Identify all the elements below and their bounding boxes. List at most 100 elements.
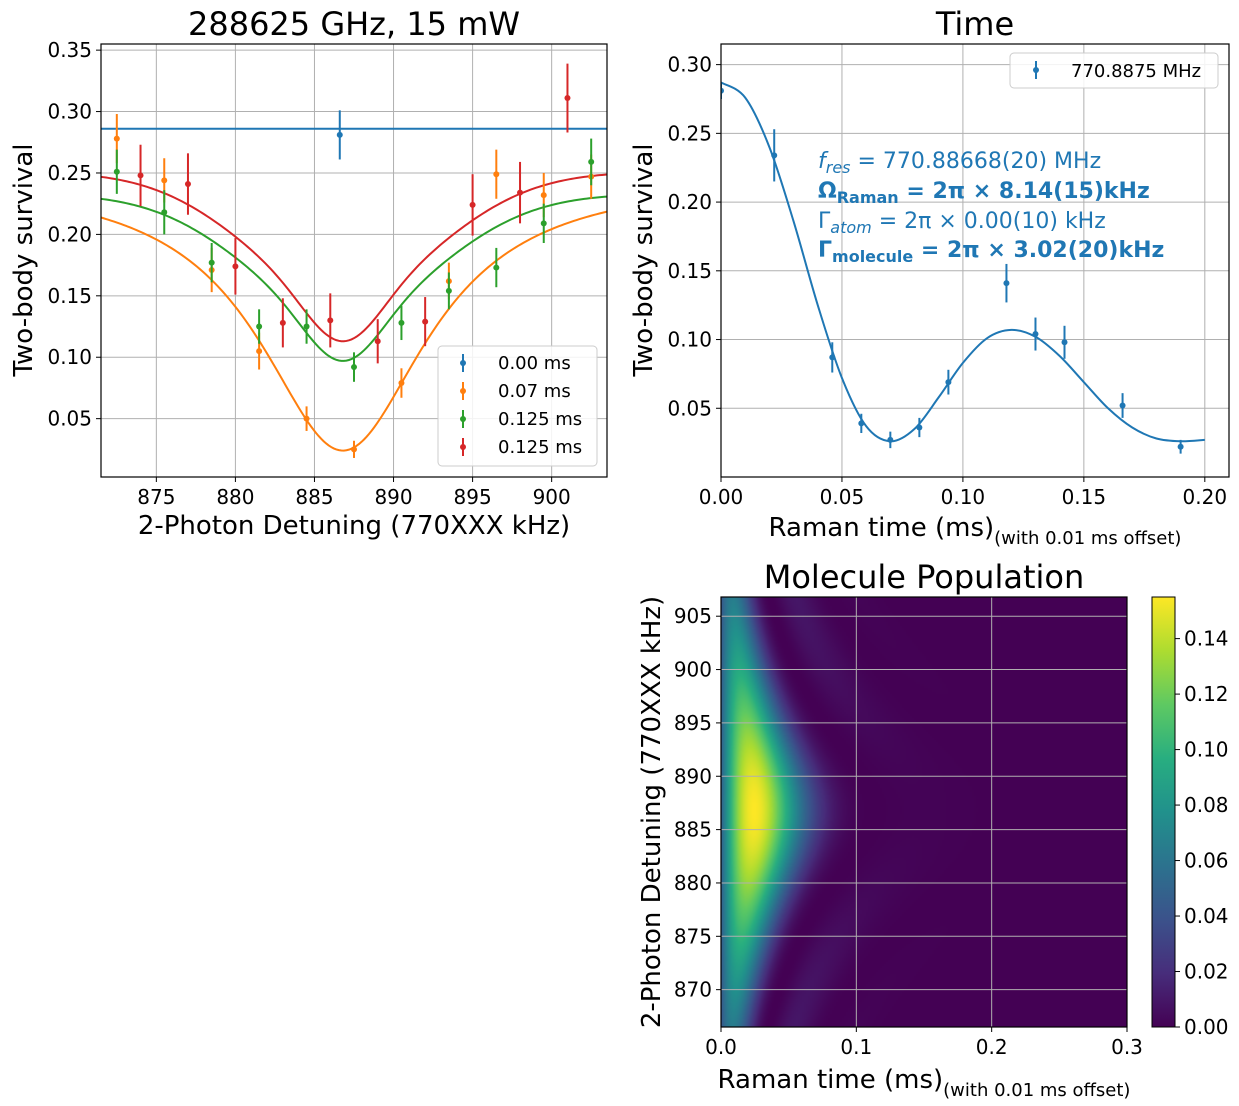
legend-dot-3 bbox=[460, 444, 466, 450]
p3-ytick-label-5: 895 bbox=[674, 711, 712, 735]
colorbar: 0.00 0.02 0.04 0.06 0.08 0.10 0.12 0.14 bbox=[1151, 596, 1229, 1039]
cb-tick-label-4: 0.08 bbox=[1184, 793, 1229, 817]
p1-xtick-label-5: 900 bbox=[533, 485, 571, 509]
panel3-xlabel: Raman time (ms)(with 0.01 ms offset) bbox=[718, 1065, 1131, 1101]
panel2-frame bbox=[720, 43, 1230, 478]
p1-point-3-0 bbox=[137, 172, 144, 179]
panel1-series bbox=[101, 63, 607, 458]
annotation-omega-raman: ΩRaman = 2π × 8.14(15)kHz bbox=[818, 179, 1150, 207]
p1-point-2-3 bbox=[256, 323, 263, 330]
p1-point-1-5 bbox=[351, 446, 357, 453]
p2-xtick-label-0: 0.00 bbox=[699, 485, 744, 509]
p3-xtick-label-0: 0.0 bbox=[705, 1035, 737, 1059]
p1-point-2-6 bbox=[398, 319, 405, 326]
p1-point-2-4 bbox=[303, 323, 310, 330]
p2-ytick-label-3: 0.20 bbox=[667, 190, 712, 214]
p2-ytick-label-1: 0.10 bbox=[667, 328, 712, 352]
cb-tick-label-3: 0.06 bbox=[1184, 849, 1229, 873]
panel3-frame bbox=[720, 596, 1128, 1028]
panel1-grid bbox=[101, 44, 607, 477]
panel3-title: Molecule Population bbox=[764, 558, 1085, 596]
panel1-ylabel: Two-body survival bbox=[9, 143, 39, 377]
p1-fit-2 bbox=[101, 195, 607, 362]
cb-tick-label-0: 0.00 bbox=[1184, 1015, 1229, 1039]
p1-point-3-4 bbox=[327, 317, 334, 324]
p1-ytick-label-4: 0.25 bbox=[47, 161, 92, 185]
p2-ytick-label-5: 0.30 bbox=[667, 53, 712, 77]
p2-point-0-2 bbox=[829, 354, 836, 361]
p2-point-0-7 bbox=[1003, 280, 1010, 287]
annotation-f-res: fres = 770.88668(20) MHz bbox=[818, 149, 1101, 177]
p2-xtick-label-1: 0.05 bbox=[820, 485, 865, 509]
p1-point-3-5 bbox=[374, 338, 381, 345]
p3-xtick-label-1: 0.1 bbox=[840, 1035, 872, 1059]
annotation-gamma-atom: Γatom = 2π × 0.00(10) kHz bbox=[818, 209, 1106, 237]
cb-tick-label-1: 0.02 bbox=[1184, 960, 1229, 984]
legend-entry-1: 0.07 ms bbox=[460, 381, 571, 402]
panel2-xlabel-offset: (with 0.01 ms offset) bbox=[994, 528, 1181, 549]
cb-tick-label-6: 0.12 bbox=[1184, 682, 1229, 706]
legend-dot-2 bbox=[460, 416, 466, 422]
p1-point-2-10 bbox=[588, 158, 595, 165]
legend-label-0: 0.00 ms bbox=[498, 353, 571, 374]
p1-point-3-2 bbox=[232, 263, 239, 270]
p2-xtick-label-3: 0.15 bbox=[1062, 485, 1107, 509]
p2-fit bbox=[721, 81, 1205, 443]
legend-entry-0: 0.00 ms bbox=[460, 353, 571, 374]
colorbar-ticks: 0.00 0.02 0.04 0.06 0.08 0.10 0.12 0.14 bbox=[1175, 627, 1229, 1039]
annotation-gamma-molecule: Γmolecule = 2π × 3.02(20)kHz bbox=[818, 238, 1164, 266]
p1-fit-3 bbox=[101, 173, 607, 343]
panel2-legend-box bbox=[1009, 52, 1219, 89]
p3-xtick-label-2: 0.2 bbox=[976, 1035, 1008, 1059]
p3-ytick-label-2: 880 bbox=[674, 871, 712, 895]
legend-label-1: 0.07 ms bbox=[498, 381, 571, 402]
p3-ytick-label-0: 870 bbox=[674, 978, 712, 1002]
panel-detuning: 288625 GHz, 15 mW 875 880 885 890 895 900 0.05… bbox=[9, 5, 608, 541]
panel2-legend: 770.8875 MHz bbox=[1009, 52, 1219, 89]
p3-xtick-label-3: 0.3 bbox=[1111, 1035, 1143, 1059]
p1-xtick-label-4: 895 bbox=[454, 485, 492, 509]
p3-ytick-label-3: 885 bbox=[674, 818, 712, 842]
p2-ytick-label-4: 0.25 bbox=[667, 121, 712, 145]
p1-point-1-1 bbox=[161, 177, 168, 184]
panel1-ticks: 875 880 885 890 895 900 0.05 0.10 0.15 0.20 0.25 0.… bbox=[47, 38, 570, 509]
p2-xtick-label-2: 0.10 bbox=[941, 485, 986, 509]
p2-point-0-11 bbox=[1177, 443, 1184, 450]
p1-point-2-1 bbox=[161, 209, 168, 216]
p1-point-2-2 bbox=[208, 259, 215, 266]
cb-tick-label-2: 0.04 bbox=[1184, 904, 1229, 928]
p1-xtick-label-1: 880 bbox=[216, 485, 254, 509]
panel2-series bbox=[721, 81, 1205, 454]
panel3-xlabel-main: Raman time (ms) bbox=[718, 1065, 944, 1095]
p3-ytick-label-6: 900 bbox=[674, 658, 712, 682]
p1-point-3-7 bbox=[469, 201, 476, 208]
p2-point-0-3 bbox=[858, 420, 865, 427]
p1-point-3-9 bbox=[564, 95, 571, 102]
p1-xtick-label-0: 875 bbox=[137, 485, 175, 509]
p2-point-0-4 bbox=[887, 436, 894, 443]
panel2-legend-dot bbox=[1033, 67, 1039, 73]
panel1-title: 288625 GHz, 15 mW bbox=[188, 5, 520, 43]
panel3-ticks: 0.0 0.1 0.2 0.3 870 875 880 885 890 895 900 905 bbox=[674, 604, 1143, 1059]
p1-xtick-label-2: 885 bbox=[295, 485, 333, 509]
panel1-xlabel: 2-Photon Detuning (770XXX kHz) bbox=[138, 511, 570, 541]
panel2-xlabel-main: Raman time (ms) bbox=[769, 513, 995, 543]
p1-point-3-1 bbox=[184, 181, 191, 188]
cb-tick-label-5: 0.10 bbox=[1184, 738, 1229, 762]
p1-point-2-0 bbox=[113, 168, 120, 175]
panel1-legend: 0.00 ms 0.07 ms 0.125 ms 0.125 ms bbox=[437, 345, 598, 467]
p1-point-3-8 bbox=[517, 189, 524, 196]
panel-molecule-population: Molecule Population 0.0 0.1 0.2 0.3 870 875 88… bbox=[637, 558, 1229, 1101]
legend-label-3: 0.125 ms bbox=[498, 437, 582, 458]
p2-point-0-0 bbox=[721, 87, 724, 94]
legend-dot-0 bbox=[460, 360, 466, 366]
p2-point-0-5 bbox=[916, 424, 923, 431]
colorbar-gradient bbox=[1151, 596, 1176, 1028]
panel1-frame bbox=[100, 43, 608, 478]
p1-ytick-label-6: 0.35 bbox=[47, 38, 92, 62]
p2-point-0-8 bbox=[1032, 331, 1039, 338]
panel1-legend-box bbox=[437, 345, 598, 467]
p1-point-1-4 bbox=[303, 415, 310, 422]
p1-point-2-7 bbox=[445, 287, 452, 294]
